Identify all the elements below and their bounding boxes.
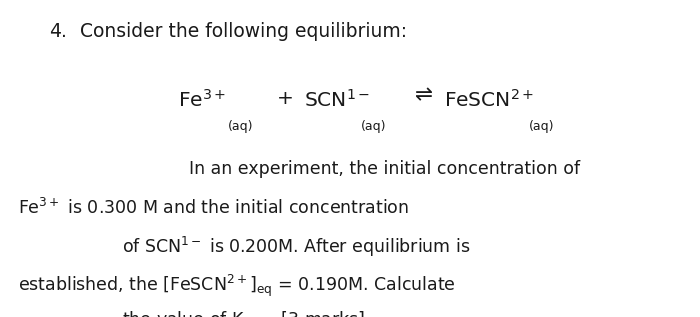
Text: 4.: 4. [49, 22, 67, 41]
Text: established, the [FeSCN$^{2+}$]$_{\mathregular{eq}}$ = 0.190M. Calculate: established, the [FeSCN$^{2+}$]$_{\mathr… [18, 272, 456, 299]
Text: (aq): (aq) [528, 120, 554, 133]
Text: FeSCN$^{2+}$: FeSCN$^{2+}$ [444, 89, 535, 111]
Text: Fe$^{3+}$ is 0.300 M and the initial concentration: Fe$^{3+}$ is 0.300 M and the initial con… [18, 197, 409, 217]
Text: $\rightleftharpoons$: $\rightleftharpoons$ [410, 86, 433, 106]
Text: Consider the following equilibrium:: Consider the following equilibrium: [80, 22, 407, 41]
Text: (aq): (aq) [228, 120, 253, 133]
Text: of SCN$^{1-}$ is 0.200M. After equilibrium is: of SCN$^{1-}$ is 0.200M. After equilibri… [122, 235, 471, 259]
Text: +: + [276, 89, 293, 108]
Text: Fe$^{3+}$: Fe$^{3+}$ [178, 89, 227, 111]
Text: SCN$^{1-}$: SCN$^{1-}$ [304, 89, 370, 111]
Text: In an experiment, the initial concentration of: In an experiment, the initial concentrat… [189, 160, 580, 178]
Text: the value of K$_{\mathregular{eq}}$.   [3 marks]: the value of K$_{\mathregular{eq}}$. [3 … [122, 310, 365, 317]
Text: (aq): (aq) [360, 120, 386, 133]
